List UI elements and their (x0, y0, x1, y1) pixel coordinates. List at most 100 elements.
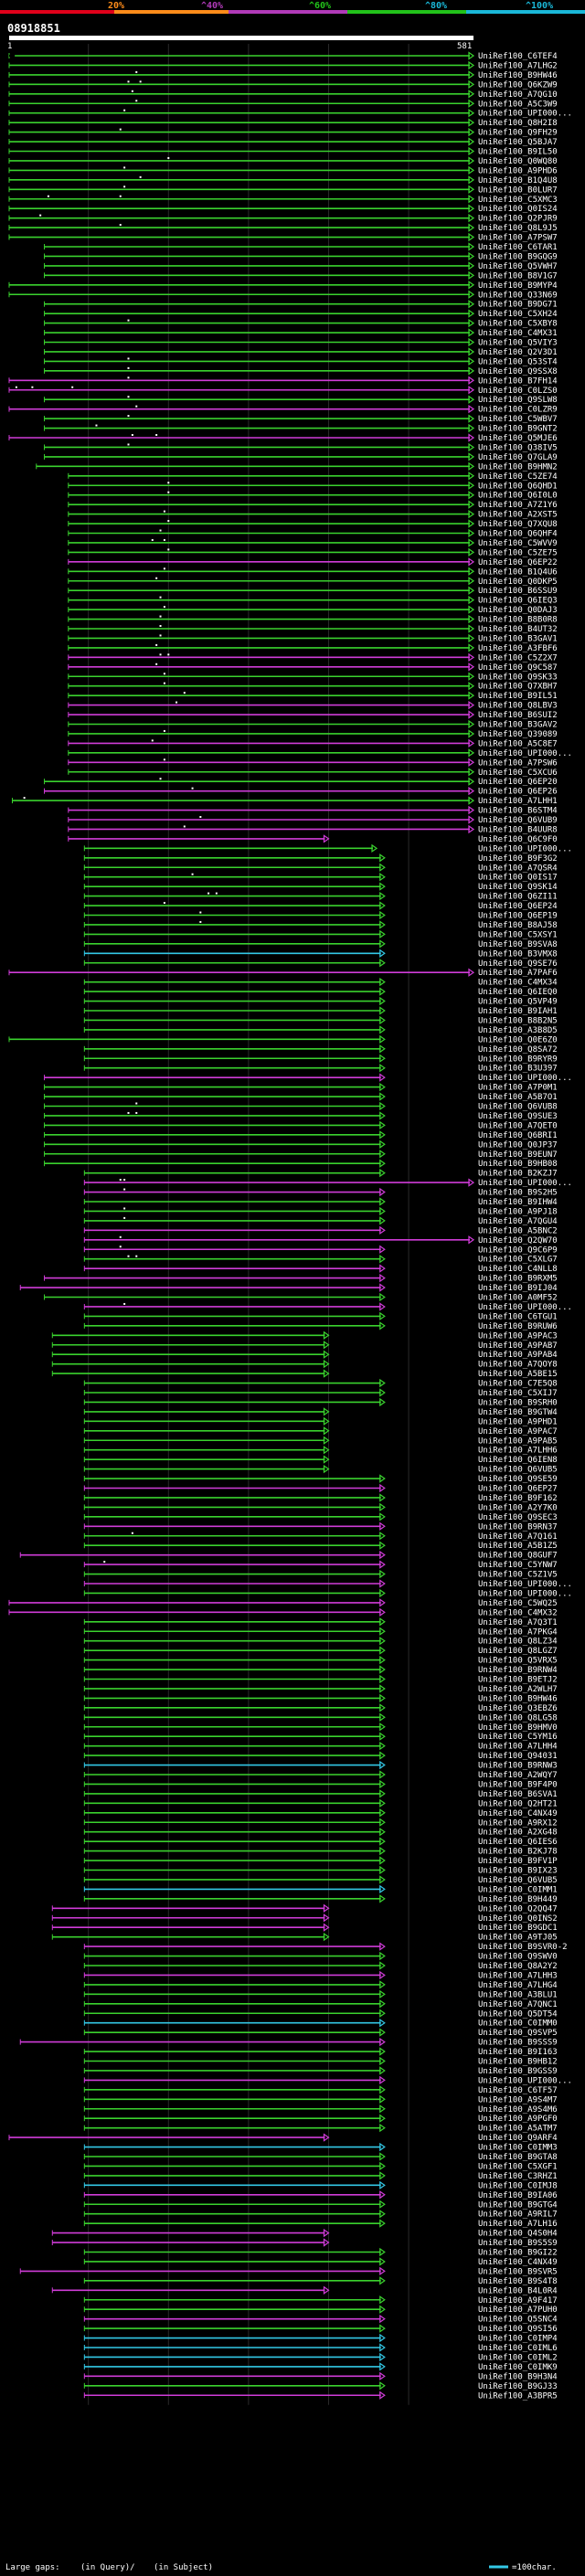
query-end-label: 581 (457, 42, 472, 51)
hit-label: UniRef100_A7LHG4 (478, 1981, 558, 1990)
hit-row: UniRef100_B4UUR8 (68, 824, 558, 834)
hit-row: UniRef100_UPI000... (83, 1302, 572, 1312)
hit-label: UniRef100_Q9SVP5 (478, 2029, 558, 2038)
hit-label: UniRef100_B6SVA1 (478, 1790, 558, 1799)
hit-label: UniRef100_A7PKG4 (478, 1627, 558, 1637)
hit-label: UniRef100_B9RNW3 (478, 1762, 558, 1771)
hit-arrow (468, 60, 475, 70)
hit-arrow (379, 1397, 386, 1407)
hit-label: UniRef100_B9EUN7 (478, 1150, 558, 1160)
hit-arrow (379, 1875, 386, 1884)
hit-label: UniRef100_B9HW46 (478, 1694, 558, 1703)
hit-arrow (379, 1627, 386, 1636)
hit-row: UniRef100_C6TF57 (83, 2085, 558, 2095)
hit-row: UniRef100_A7LHH1 (12, 796, 558, 806)
hit-arrow (323, 1350, 330, 1359)
hit-label: UniRef100_B9I163 (478, 2048, 558, 2057)
hit-row: UniRef100_Q6QHD1 (68, 481, 558, 491)
hit-label: UniRef100_B9SSS9 (478, 2039, 558, 2048)
hit-label: UniRef100_Q6IEQ3 (478, 597, 558, 606)
hit-mark (163, 758, 165, 761)
hit-row: UniRef100_A7Z1Y6 (68, 500, 558, 510)
hit-row: UniRef100_UPI000... (44, 1073, 572, 1083)
hit-row: UniRef100_A5B7O1 (44, 1092, 558, 1102)
hit-arrow (323, 1464, 330, 1474)
hit-row: UniRef100_B9GTA8 (83, 2152, 558, 2162)
hit-arrow (468, 481, 475, 490)
hit-arrow (468, 719, 475, 729)
hit-mark (163, 567, 165, 570)
hit-row: UniRef100_Q5DT54 (83, 2009, 558, 2019)
hit-arrow (468, 500, 475, 509)
hit-label: UniRef100_B9FV1P (478, 1857, 558, 1866)
hit-arrow (379, 1579, 386, 1588)
hit-row: UniRef100_B9F4P0 (83, 1779, 558, 1789)
hit-row: UniRef100_Q8LG58 (83, 1712, 558, 1723)
scale-label-3: ^80% (425, 1, 447, 11)
hit-row: UniRef100_B9H449 (83, 1894, 558, 1904)
hit-row: UniRef100_A7QGU4 (83, 1216, 558, 1226)
hit-label: UniRef100_Q5VIY3 (478, 339, 558, 348)
hit-label: UniRef100_Q9SEC3 (478, 1513, 558, 1522)
hit-mark (119, 195, 122, 197)
hit-arrow (468, 805, 475, 815)
hit-label: UniRef100_A0MF52 (478, 1294, 558, 1303)
hit-arrow (379, 2219, 386, 2228)
hit-row: UniRef100_B9SVR0-2 (83, 1942, 568, 1952)
hit-row: UniRef100_A9PGF0 (83, 2114, 558, 2124)
hit-row: UniRef100_Q9ARF4 (8, 2133, 558, 2143)
hit-row: UniRef100_B9IL50 (8, 146, 558, 157)
hit-row: UniRef100_Q0DKP5 (68, 577, 558, 587)
hit-label: UniRef100_B9HB12 (478, 2058, 558, 2067)
hit-arrow (468, 318, 475, 328)
hit-arrow (379, 1837, 386, 1846)
hit-arrow (379, 2314, 386, 2324)
hit-arrow (323, 2238, 330, 2247)
hit-mark (151, 739, 154, 742)
hit-mark (167, 653, 170, 656)
hit-row: UniRef100_Q9SK14 (83, 882, 558, 892)
identity-scale-labels: 20% ^40% ^60% ^80% ^100% (108, 1, 553, 11)
hit-label: UniRef100_B2KJ78 (478, 1848, 558, 1857)
hit-row: UniRef100_B9HMN2 (36, 461, 558, 472)
hit-arrow (323, 1913, 330, 1923)
hit-label: UniRef100_UPI000... (478, 1179, 572, 1188)
hit-row: UniRef100_A7LHH4 (83, 1741, 558, 1752)
hit-row: UniRef100_Q9C6P9 (83, 1245, 558, 1255)
hit-label: UniRef100_B9F4P0 (478, 1780, 558, 1789)
hit-arrow (468, 195, 475, 204)
hit-arrow (379, 1082, 386, 1092)
hit-mark (199, 911, 202, 914)
hit-arrow (379, 1302, 386, 1311)
hit-label: UniRef100_B9SVR0-2 (478, 1943, 568, 1952)
hit-label: UniRef100_B9HW46 (478, 71, 558, 80)
hit-arrow (379, 1015, 386, 1025)
hit-row: UniRef100_C5WQ25 (8, 1598, 558, 1608)
hit-mark (135, 100, 138, 102)
hit-arrow (379, 1693, 386, 1703)
hit-label: UniRef100_C0LZR9 (478, 406, 558, 415)
hit-label: UniRef100_A7LHH4 (478, 1743, 558, 1752)
hit-row: UniRef100_Q38IV5 (44, 442, 558, 452)
hit-row: UniRef100_B9HB08 (44, 1159, 558, 1169)
hit-label: UniRef100_B8B0R8 (478, 616, 558, 625)
hit-arrow (379, 1884, 386, 1894)
hit-label: UniRef100_C0IMM3 (478, 2144, 558, 2153)
hit-label: UniRef100_Q33N69 (478, 291, 558, 300)
hit-arrow (379, 987, 386, 996)
hit-arrow (379, 1474, 386, 1483)
hit-label: UniRef100_B1Q4U8 (478, 176, 558, 186)
hit-label: UniRef100_A7PSW6 (478, 758, 558, 768)
hit-label: UniRef100_Q6QHF4 (478, 530, 558, 539)
hit-label: UniRef100_Q0WQ80 (478, 157, 558, 166)
hit-label: UniRef100_B8V1G7 (478, 271, 558, 281)
hit-row: UniRef100_C5XLG7 (83, 1255, 558, 1265)
hit-row: UniRef100_B1Q4U8 (8, 175, 558, 186)
hit-row: UniRef100_B9RUW6 (83, 1321, 558, 1331)
hit-row: UniRef100_C0IMM3 (83, 2142, 558, 2153)
hit-arrow (468, 423, 475, 433)
hit-arrow (468, 586, 475, 595)
hit-label: UniRef100_C5XGF1 (478, 2162, 558, 2171)
hit-arrow (468, 768, 475, 777)
